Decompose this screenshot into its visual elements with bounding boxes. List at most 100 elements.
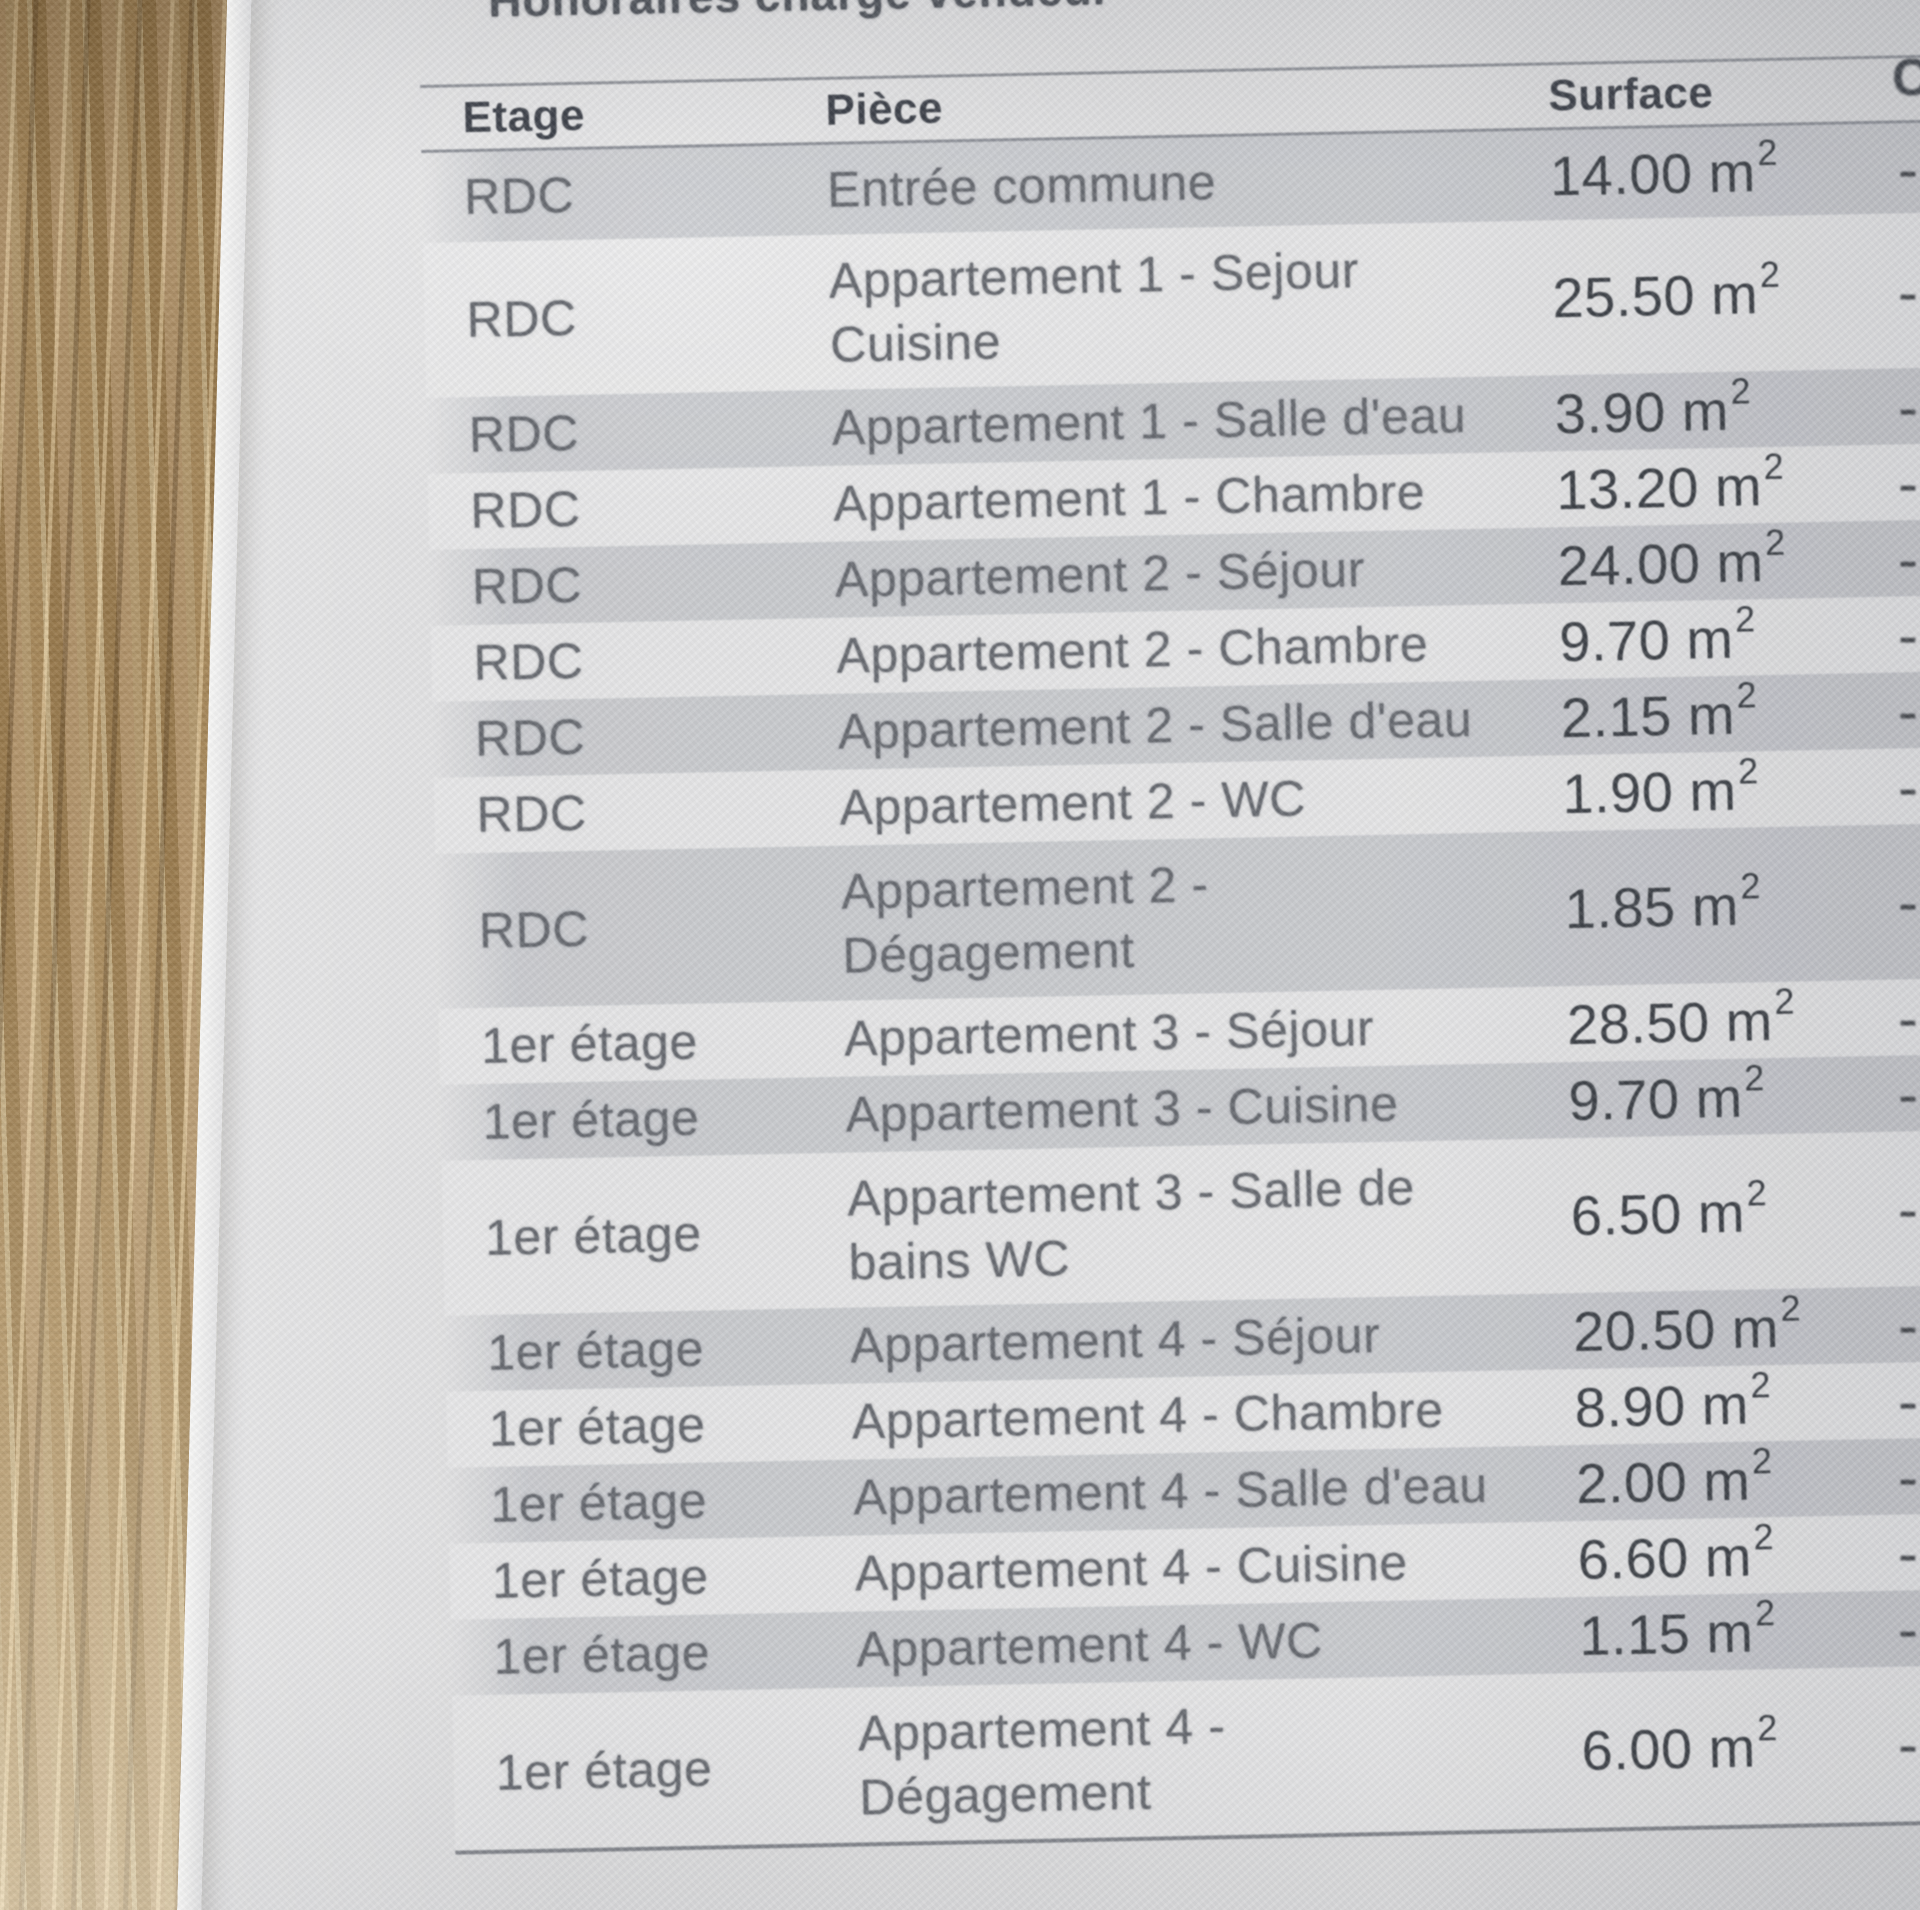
surface-unit: m xyxy=(1702,1448,1751,1513)
document-content: Honoraires charge vendeur Etage Pièce Su… xyxy=(418,0,1920,1910)
surface-value: 14.00 xyxy=(1549,140,1694,207)
cell-etage: 1er étage xyxy=(491,1548,710,1609)
cell-surface: 9.70 m2 xyxy=(1567,1057,1899,1133)
cell-etage: RDC xyxy=(472,632,585,692)
surface-value: 9.70 xyxy=(1567,1066,1681,1132)
cell-piece: Entrée commune xyxy=(826,143,1550,221)
cell-etage: RDC xyxy=(466,289,578,348)
header-piece: Pièce xyxy=(824,83,944,135)
cell-etage: 1er étage xyxy=(488,1396,707,1457)
cell-piece: Appartement 4 - Séjour xyxy=(850,1299,1574,1377)
cell-surface: 6.50 m2 xyxy=(1570,1172,1901,1249)
cell-piece: Appartement 2 - WC xyxy=(839,761,1563,839)
cell-etage: RDC xyxy=(476,784,588,844)
surface-value: 28.50 xyxy=(1566,989,1711,1056)
surface-value: 20.50 xyxy=(1572,1296,1717,1363)
piece-line-1: Appartement 2 - Chambre xyxy=(835,615,1429,684)
cell-etage: RDC xyxy=(468,404,580,464)
cell-surface: 2.15 m2 xyxy=(1560,674,1891,750)
table-row: 1er étage Appartement 3 - Salle de bains… xyxy=(441,1128,1920,1316)
surface-unit: m xyxy=(1714,453,1763,518)
cell-etage: 1er étage xyxy=(489,1472,708,1533)
cell-piece: Appartement 2 - Salle d'eau xyxy=(837,685,1561,763)
cell-surface: 8.90 m2 xyxy=(1574,1364,1905,1440)
cell-etage: RDC xyxy=(478,900,590,959)
surface-unit: m xyxy=(1724,988,1774,1053)
cell-piece: Appartement 1 - Sejour Cuisine xyxy=(828,234,1553,376)
cell-piece: Appartement 4 - Cuisine xyxy=(854,1527,1578,1605)
surface-value: 9.70 xyxy=(1558,607,1671,673)
surface-unit: m xyxy=(1701,1372,1750,1437)
surface-exponent: 2 xyxy=(1751,1439,1773,1482)
cell-piece: Appartement 2 - Chambre xyxy=(836,609,1560,687)
surface-unit: m xyxy=(1707,1715,1757,1780)
surface-value: 25.50 xyxy=(1551,263,1696,330)
surface-value: 13.20 xyxy=(1555,454,1700,521)
cell-piece: Appartement 4 - Salle d'eau xyxy=(853,1451,1577,1529)
cell-surface: 25.50 m2 xyxy=(1551,254,1883,331)
cell-surface: 6.60 m2 xyxy=(1577,1516,1908,1592)
surface-exponent: 2 xyxy=(1753,1515,1775,1558)
cell-piece: Appartement 2 - Séjour xyxy=(834,533,1558,611)
surface-exponent: 2 xyxy=(1737,749,1760,792)
cell-etage: 1er étage xyxy=(495,1739,713,1801)
surface-value: 2.00 xyxy=(1575,1449,1688,1515)
cell-piece: Appartement 4 - WC xyxy=(856,1603,1580,1681)
surface-unit: m xyxy=(1715,529,1765,594)
cell-surface: 20.50 m2 xyxy=(1572,1287,1903,1364)
surface-exponent: 2 xyxy=(1763,445,1785,487)
cell-etage: 1er étage xyxy=(480,1013,699,1074)
cell-surface: 14.00 m2 xyxy=(1549,131,1880,208)
surface-value: 6.00 xyxy=(1580,1716,1694,1783)
surface-exponent: 2 xyxy=(1736,673,1758,716)
cell-etage: RDC xyxy=(474,708,586,768)
cell-etage: RDC xyxy=(463,166,575,226)
cell-etage: 1er étage xyxy=(492,1624,711,1685)
cell-etage: RDC xyxy=(471,556,583,616)
cell-piece: Appartement 3 - Séjour xyxy=(843,992,1567,1070)
header-surface: Surface xyxy=(1547,68,1714,121)
surface-exponent: 2 xyxy=(1759,253,1781,296)
cell-surface: 6.00 m2 xyxy=(1580,1707,1912,1783)
cell-surface: 1.90 m2 xyxy=(1561,750,1893,826)
surface-exponent: 2 xyxy=(1756,131,1779,173)
surface-unit: m xyxy=(1691,873,1740,938)
cell-surface: 2.00 m2 xyxy=(1575,1440,1907,1516)
table-row: RDC Appartement 2 - Dégagement 1.85 m2 xyxy=(435,821,1920,1009)
cell-piece: Appartement 1 - Salle d'eau xyxy=(831,381,1555,459)
cell-surface: 13.20 m2 xyxy=(1555,445,1887,522)
header-etage: Etage xyxy=(462,90,586,143)
surface-value: 6.60 xyxy=(1577,1525,1690,1591)
table-row: RDC Appartement 1 - Sejour Cuisine 25.50… xyxy=(423,210,1920,398)
surface-value: 1.15 xyxy=(1578,1601,1691,1667)
surface-table: Etage Pièce Surface RDC Entrée commune 1… xyxy=(419,52,1920,1855)
surface-unit: m xyxy=(1707,139,1757,204)
surface-value: 8.90 xyxy=(1574,1373,1687,1439)
surface-value: 2.15 xyxy=(1560,683,1673,749)
cell-etage: 1er étage xyxy=(482,1089,700,1150)
piece-line-1: Appartement 2 - Salle d'eau xyxy=(837,691,1473,760)
surface-value: 1.90 xyxy=(1561,759,1674,825)
piece-line-1: Appartement 1 - Salle d'eau xyxy=(831,387,1467,456)
surface-unit: m xyxy=(1688,758,1738,823)
piece-line-1: Appartement 4 - Chambre xyxy=(851,1381,1445,1450)
surface-unit: m xyxy=(1685,606,1735,671)
cell-surface: 24.00 m2 xyxy=(1557,521,1888,598)
surface-unit: m xyxy=(1705,1600,1754,1664)
table-rows: RDC Entrée commune 14.00 m2 RDC Apparteme… xyxy=(421,120,1920,1855)
surface-exponent: 2 xyxy=(1734,597,1756,640)
surface-exponent: 2 xyxy=(1773,980,1796,1022)
surface-unit: m xyxy=(1697,1180,1746,1245)
cell-piece: Appartement 4 - Chambre xyxy=(851,1375,1575,1453)
surface-exponent: 2 xyxy=(1754,1591,1776,1634)
piece-line-1: Appartement 4 - Salle d'eau xyxy=(852,1456,1489,1526)
piece-line-1: Appartement 4 - Séjour xyxy=(849,1306,1381,1374)
cell-piece: Appartement 1 - Chambre xyxy=(833,457,1557,535)
surface-unit: m xyxy=(1694,1065,1744,1130)
surface-unit: m xyxy=(1710,262,1759,327)
surface-value: 24.00 xyxy=(1557,530,1702,597)
document-title-partial: Honoraires charge vendeur xyxy=(488,0,1112,28)
piece-line-1: Appartement 2 - WC xyxy=(838,770,1307,836)
